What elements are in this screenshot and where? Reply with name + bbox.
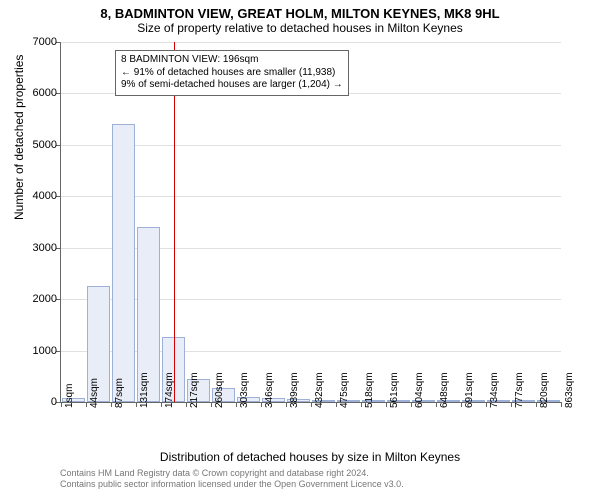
ytick-label: 7000 — [17, 36, 57, 48]
xtick-mark — [211, 402, 212, 407]
histogram-bar — [112, 124, 136, 402]
gridline — [61, 42, 561, 43]
xtick-label: 604sqm — [414, 372, 425, 408]
xtick-label: 44sqm — [89, 378, 100, 408]
xtick-label: 648sqm — [439, 372, 450, 408]
xtick-label: 131sqm — [139, 372, 150, 408]
ytick-label: 4000 — [17, 190, 57, 202]
xtick-label: 389sqm — [289, 372, 300, 408]
xtick-label: 217sqm — [189, 372, 200, 408]
xtick-label: 346sqm — [264, 372, 275, 408]
xtick-mark — [361, 402, 362, 407]
ytick-label: 2000 — [17, 293, 57, 305]
xtick-mark — [261, 402, 262, 407]
xtick-mark — [286, 402, 287, 407]
xtick-label: 820sqm — [539, 372, 550, 408]
xtick-label: 691sqm — [464, 372, 475, 408]
xtick-label: 303sqm — [239, 372, 250, 408]
x-axis-title: Distribution of detached houses by size … — [60, 450, 560, 464]
annotation-line: 8 BADMINTON VIEW: 196sqm — [121, 54, 343, 67]
ytick-label: 1000 — [17, 345, 57, 357]
reference-line — [174, 42, 175, 402]
xtick-label: 87sqm — [114, 378, 125, 408]
ytick-label: 6000 — [17, 87, 57, 99]
xtick-mark — [486, 402, 487, 407]
plot-area: 010002000300040005000600070001sqm44sqm87… — [60, 42, 560, 402]
xtick-mark — [436, 402, 437, 407]
footer-line-2: Contains public sector information licen… — [60, 479, 404, 490]
xtick-label: 777sqm — [514, 372, 525, 408]
xtick-mark — [411, 402, 412, 407]
xtick-mark — [536, 402, 537, 407]
xtick-mark — [336, 402, 337, 407]
xtick-mark — [186, 402, 187, 407]
plot: 010002000300040005000600070001sqm44sqm87… — [60, 42, 561, 403]
ytick-label: 5000 — [17, 139, 57, 151]
xtick-mark — [511, 402, 512, 407]
footer: Contains HM Land Registry data © Crown c… — [60, 468, 404, 491]
xtick-label: 475sqm — [339, 372, 350, 408]
chart-subtitle: Size of property relative to detached ho… — [0, 21, 600, 35]
gridline — [61, 196, 561, 197]
xtick-label: 561sqm — [389, 372, 400, 408]
xtick-mark — [236, 402, 237, 407]
ytick-label: 3000 — [17, 242, 57, 254]
xtick-mark — [561, 402, 562, 407]
annotation-line: 9% of semi-detached houses are larger (1… — [121, 79, 343, 92]
xtick-label: 734sqm — [489, 372, 500, 408]
xtick-mark — [86, 402, 87, 407]
chart-title: 8, BADMINTON VIEW, GREAT HOLM, MILTON KE… — [0, 0, 600, 21]
footer-line-1: Contains HM Land Registry data © Crown c… — [60, 468, 404, 479]
xtick-label: 432sqm — [314, 372, 325, 408]
xtick-label: 518sqm — [364, 372, 375, 408]
ytick-label: 0 — [17, 396, 57, 408]
xtick-mark — [461, 402, 462, 407]
xtick-mark — [161, 402, 162, 407]
annotation-box: 8 BADMINTON VIEW: 196sqm← 91% of detache… — [115, 50, 349, 96]
xtick-mark — [61, 402, 62, 407]
annotation-line: ← 91% of detached houses are smaller (11… — [121, 67, 343, 80]
gridline — [61, 145, 561, 146]
xtick-mark — [386, 402, 387, 407]
xtick-mark — [311, 402, 312, 407]
xtick-mark — [136, 402, 137, 407]
chart-container: 8, BADMINTON VIEW, GREAT HOLM, MILTON KE… — [0, 0, 600, 500]
xtick-label: 1sqm — [64, 384, 75, 408]
xtick-label: 863sqm — [564, 372, 575, 408]
xtick-mark — [111, 402, 112, 407]
xtick-label: 260sqm — [214, 372, 225, 408]
